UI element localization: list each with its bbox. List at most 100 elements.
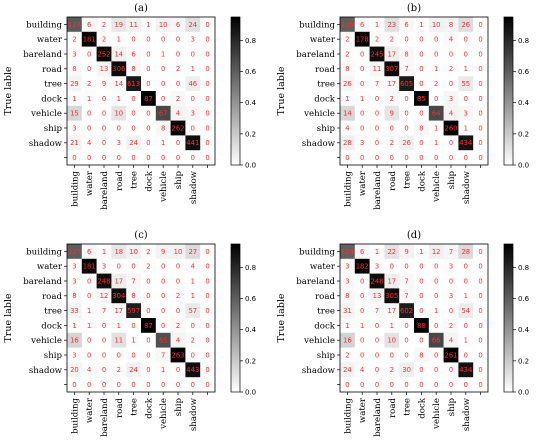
cell-value: 0 — [419, 50, 423, 58]
cell-value: 0 — [161, 65, 165, 73]
cell-value: 0 — [478, 80, 482, 88]
cell-value: 306 — [112, 65, 125, 73]
cell-value: 24 — [129, 139, 138, 147]
heatmap-cell — [155, 31, 171, 47]
colorbar-tick-label: 0.2 — [245, 357, 256, 365]
cell-value: 4 — [449, 36, 453, 44]
cell-value: 0 — [205, 139, 209, 147]
heatmap-cell — [458, 318, 474, 334]
heatmap-cell — [67, 273, 83, 289]
heatmap-cell — [81, 288, 97, 304]
panel-title: (c) — [134, 230, 148, 241]
cell-value: 57 — [188, 307, 197, 315]
colorbar-tick-label: 0.8 — [245, 264, 256, 272]
cell-value: 0 — [478, 50, 482, 58]
cell-value: 0 — [478, 154, 482, 162]
heatmap-cell — [170, 17, 186, 33]
heatmap-cell — [458, 135, 474, 151]
heatmap-cell — [96, 61, 112, 77]
cell-value: 0 — [360, 307, 364, 315]
y-tick-label: building — [26, 20, 62, 30]
heatmap-cell — [96, 31, 112, 47]
heatmap-cell — [67, 61, 83, 77]
cell-value: 3 — [375, 263, 379, 271]
cell-value: 24 — [188, 21, 197, 29]
heatmap-cell — [185, 91, 201, 107]
cell-value: 3 — [117, 139, 121, 147]
cell-value: 0 — [131, 322, 135, 330]
heatmap-cell — [96, 332, 112, 348]
heatmap-cell — [384, 273, 400, 289]
heatmap-cell — [458, 120, 474, 136]
cell-value: 0 — [375, 154, 379, 162]
heatmap-cell — [428, 377, 444, 393]
heatmap-cell — [111, 120, 127, 136]
cell-value: 0 — [419, 263, 423, 271]
x-tick-label: building — [70, 398, 80, 434]
cell-value: 0 — [419, 154, 423, 162]
x-tick-label: road — [115, 171, 125, 191]
cell-value: 30 — [402, 366, 411, 374]
cell-value: 12 — [100, 292, 109, 300]
cell-value: 597 — [127, 307, 140, 315]
cell-value: 1 — [117, 322, 121, 330]
heatmap-cell — [428, 244, 444, 260]
cell-value: 0 — [478, 337, 482, 345]
cell-value: 0 — [478, 95, 482, 103]
heatmap-cell — [354, 303, 370, 319]
heatmap-cell — [111, 135, 127, 151]
heatmap-cell — [141, 61, 157, 77]
heatmap-cell — [443, 288, 459, 304]
y-tick-label: bareland — [23, 277, 62, 287]
cell-value: 0 — [419, 65, 423, 73]
cell-value: 0 — [191, 381, 195, 389]
heatmap-cell — [67, 135, 83, 151]
heatmap-cell — [458, 46, 474, 62]
heatmap-cell — [67, 46, 83, 62]
heatmap-cell — [340, 76, 356, 92]
heatmap-cell — [141, 135, 157, 151]
heatmap-cell — [473, 91, 489, 107]
cell-value: 7 — [131, 277, 135, 285]
heatmap-cell — [96, 46, 112, 62]
cell-value: 0 — [176, 277, 180, 285]
panel-title: (d) — [407, 230, 421, 241]
heatmap-cell — [428, 288, 444, 304]
cell-value: 0 — [102, 337, 106, 345]
heatmap-cell — [81, 91, 97, 107]
heatmap-cell — [155, 120, 171, 136]
cell-value: 0 — [146, 366, 150, 374]
heatmap-cell — [141, 303, 157, 319]
cell-value: 8 — [419, 351, 423, 359]
cell-value: 0 — [419, 381, 423, 389]
cell-value: 0 — [390, 263, 394, 271]
cell-value: 0 — [404, 337, 408, 345]
heatmap-cell — [200, 362, 216, 378]
cell-value: 7 — [404, 277, 408, 285]
heatmap-cell — [185, 273, 201, 289]
colorbar — [503, 243, 514, 393]
cell-value: 2 — [449, 322, 453, 330]
cell-value: 0 — [464, 381, 468, 389]
heatmap-cell — [340, 46, 356, 62]
cell-value: 0 — [146, 124, 150, 132]
y-tick-label: ship — [317, 124, 336, 134]
heatmap-cell — [81, 76, 97, 92]
cell-value: 1 — [464, 124, 468, 132]
heatmap-cell — [81, 61, 97, 77]
heatmap-cell — [443, 318, 459, 334]
heatmap-cell — [369, 258, 385, 274]
heatmap-cell — [458, 31, 474, 47]
heatmap-cell — [155, 318, 171, 334]
cell-value: 0 — [404, 381, 408, 389]
heatmap-cell — [473, 61, 489, 77]
confusion-matrix-panel: (c)127 6 1 18 10 2 9 10 27 03 181 3 0 0 2 0 0 4 03 0 248 17 7 0… — [3, 230, 257, 437]
heatmap-cell — [81, 377, 97, 393]
cell-value: 1 — [375, 21, 379, 29]
heatmap-cell — [96, 120, 112, 136]
colorbar-tick-label: 0.2 — [518, 130, 529, 138]
heatmap-cell — [200, 105, 216, 121]
heatmap-cell — [141, 318, 157, 334]
heatmap-cell — [96, 105, 112, 121]
cell-value: 3 — [191, 110, 195, 118]
